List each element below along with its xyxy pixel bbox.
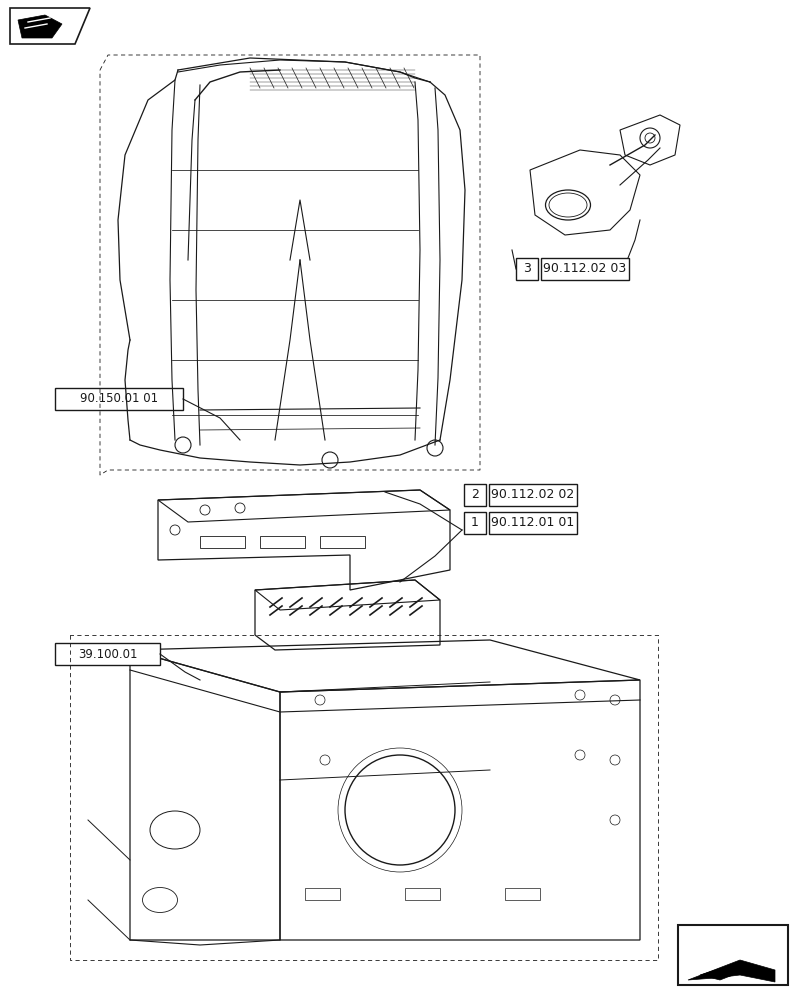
Text: 1: 1: [470, 516, 478, 530]
Bar: [488, 512, 577, 534]
Polygon shape: [687, 960, 774, 982]
Text: 90.112.02 03: 90.112.02 03: [543, 262, 626, 275]
Bar: [55, 388, 182, 410]
Bar: [540, 258, 629, 280]
Text: 2: 2: [470, 488, 478, 502]
Bar: [488, 484, 577, 506]
Bar: [504, 888, 539, 900]
Bar: [677, 925, 787, 985]
Bar: [320, 536, 365, 548]
Text: 90.150.01 01: 90.150.01 01: [79, 392, 158, 406]
Bar: [200, 536, 245, 548]
Bar: [463, 484, 486, 506]
Bar: [260, 536, 305, 548]
Bar: [463, 512, 486, 534]
Bar: [405, 888, 440, 900]
Bar: [55, 643, 160, 665]
Polygon shape: [10, 8, 90, 44]
Polygon shape: [699, 968, 737, 980]
Bar: [515, 258, 538, 280]
Bar: [305, 888, 340, 900]
Text: 39.100.01: 39.100.01: [78, 648, 137, 660]
Text: 90.112.01 01: 90.112.01 01: [491, 516, 574, 530]
Polygon shape: [18, 15, 62, 38]
Text: 90.112.02 02: 90.112.02 02: [491, 488, 574, 502]
Text: 3: 3: [522, 262, 530, 275]
